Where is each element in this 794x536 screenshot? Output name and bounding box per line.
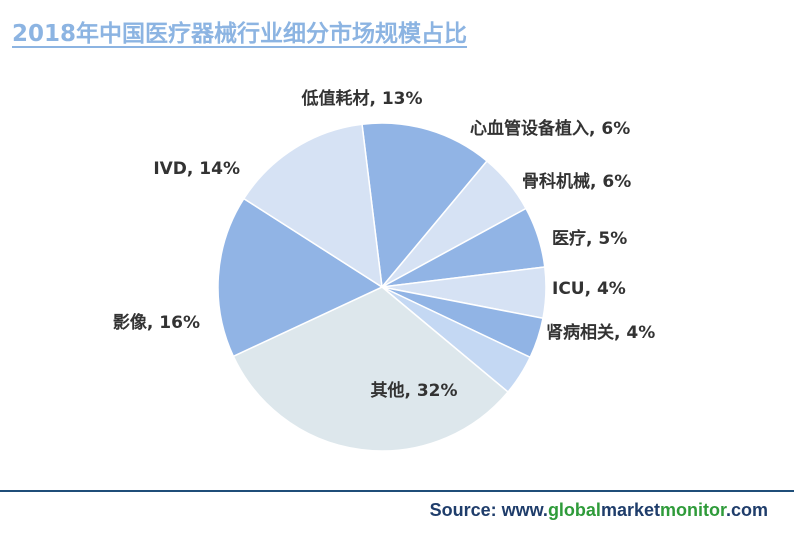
data-label-1: 心血管设备植入, 6% <box>470 118 630 139</box>
source-suffix: .com <box>725 500 768 520</box>
pie-slice-0 <box>361 122 489 289</box>
data-label-7: 影像, 16% <box>113 313 200 333</box>
source-market: market <box>600 500 660 520</box>
data-label-5: 肾病相关, 4% <box>546 322 655 343</box>
source-prefix: Source: www. <box>429 500 548 520</box>
source-monitor: monitor <box>659 500 726 520</box>
data-label-3: 医疗, 5% <box>552 228 627 249</box>
chart-title: 2018年中国医疗器械行业细分市场规模占比 <box>12 21 468 47</box>
data-label-0: 低值耗材, 13% <box>300 88 422 109</box>
pie-slice-6 <box>232 286 510 452</box>
data-label-8: IVD, 14% <box>153 159 240 179</box>
pie-slice-7 <box>217 197 384 358</box>
divider <box>0 490 794 492</box>
pie-chart: 低值耗材, 13% 心血管设备植入, 6% 骨科机械, 6% 医疗, 5% ICU, 4… <box>113 88 655 452</box>
data-label-4: ICU, 4% <box>552 279 626 299</box>
source-credit: Source: www.globalmarketmonitor.com <box>430 500 768 521</box>
pie-slice-8 <box>242 123 383 289</box>
data-label-6: 其他, 32% <box>370 380 457 401</box>
source-global: global <box>547 500 601 520</box>
data-label-2: 骨科机械, 6% <box>522 171 631 192</box>
